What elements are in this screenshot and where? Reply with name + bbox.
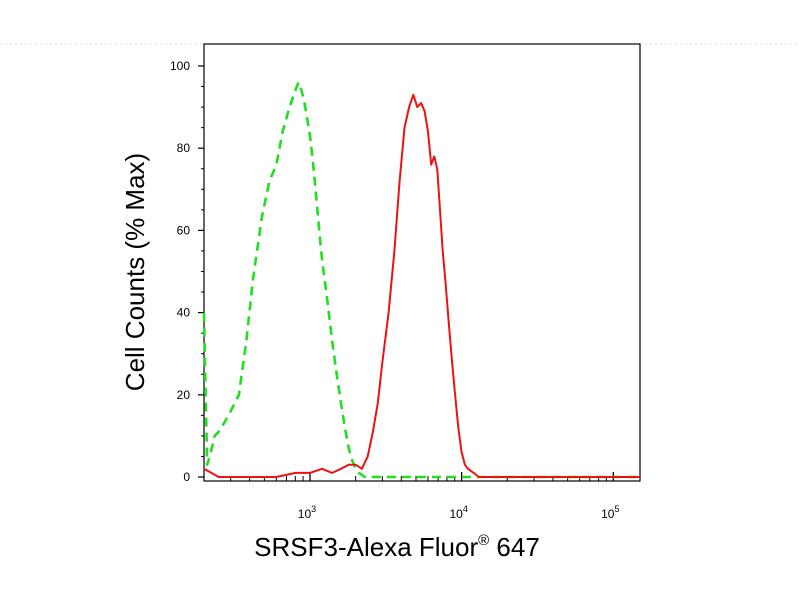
y-tick-label: 80 — [177, 141, 191, 155]
x-tick-label: 104 — [449, 504, 467, 521]
x-axis: 103 104 105 — [203, 472, 619, 521]
series-layer — [202, 81, 640, 479]
y-axis: 0 20 40 60 80 100 — [170, 59, 204, 484]
x-axis-title-superscript: ® — [478, 532, 489, 549]
plot-frame — [203, 43, 641, 482]
y-tick-label: 0 — [183, 470, 190, 484]
y-tick-label: 40 — [177, 306, 191, 320]
x-axis-title-suffix: 647 — [489, 532, 540, 562]
y-tick-label: 60 — [177, 223, 191, 237]
y-tick-label: 100 — [170, 59, 190, 73]
y-axis-title: Cell Counts (% Max) — [120, 153, 150, 391]
x-tick-label: 105 — [601, 504, 619, 521]
series-sample-solid — [203, 93, 640, 478]
x-axis-title: SRSF3-Alexa Fluor® 647 — [254, 532, 540, 562]
series-control-dashed — [202, 81, 640, 479]
x-tick-label: 103 — [298, 504, 316, 521]
y-tick-label: 20 — [177, 388, 191, 402]
x-axis-title-main: SRSF3-Alexa Fluor — [254, 532, 478, 562]
